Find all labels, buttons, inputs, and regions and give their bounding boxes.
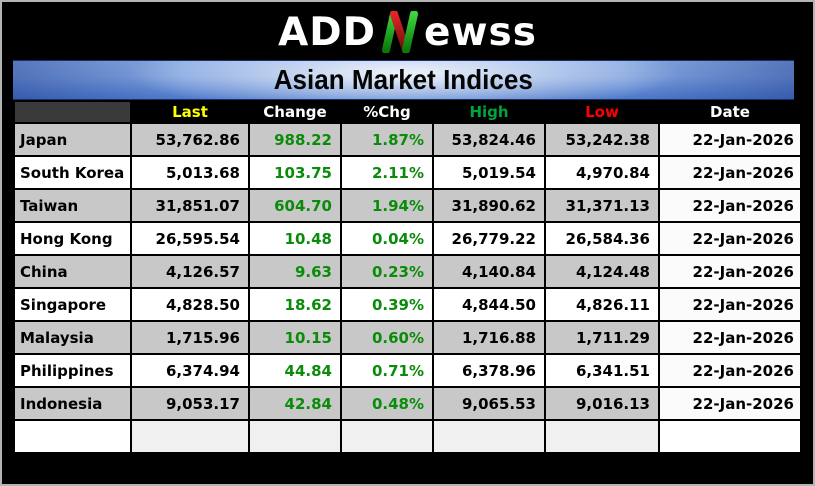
cell-high [434, 421, 544, 452]
cell-date: 22-Jan-2026 [660, 157, 800, 188]
table-row: Hong Kong 26,595.54 10.48 0.04% 26,779.22 26,… [15, 223, 800, 254]
market-table: Last Change %Chg High Low Date Japan 53,762.86… [13, 100, 802, 454]
cell-pct-chg: 0.23% [342, 256, 432, 287]
column-header-last: Last [132, 102, 248, 122]
cell-change [250, 421, 340, 452]
cell-last: 31,851.07 [132, 190, 248, 221]
cell-last: 4,828.50 [132, 289, 248, 320]
cell-name: Indonesia [15, 388, 130, 419]
column-header-date: Date [660, 102, 800, 122]
cell-name [15, 421, 130, 452]
logo: ADD ewss [2, 2, 813, 60]
cell-change: 44.84 [250, 355, 340, 386]
cell-change: 103.75 [250, 157, 340, 188]
cell-high: 31,890.62 [434, 190, 544, 221]
cell-low: 53,242.38 [546, 124, 658, 155]
column-header-pctchg: %Chg [342, 102, 432, 122]
cell-high: 1,716.88 [434, 322, 544, 353]
cell-low: 26,584.36 [546, 223, 658, 254]
cell-last [132, 421, 248, 452]
cell-change: 9.63 [250, 256, 340, 287]
cell-pct-chg: 0.60% [342, 322, 432, 353]
cell-pct-chg: 0.04% [342, 223, 432, 254]
cell-date: 22-Jan-2026 [660, 322, 800, 353]
cell-high: 4,844.50 [434, 289, 544, 320]
cell-low: 4,826.11 [546, 289, 658, 320]
column-header-blank [15, 102, 130, 122]
table-row: Taiwan 31,851.07 604.70 1.94% 31,890.62 31,37… [15, 190, 800, 221]
cell-last: 5,013.68 [132, 157, 248, 188]
cell-low: 6,341.51 [546, 355, 658, 386]
logo-text-add: ADD [278, 9, 376, 55]
cell-change: 988.22 [250, 124, 340, 155]
cell-high: 26,779.22 [434, 223, 544, 254]
table-row: Japan 53,762.86 988.22 1.87% 53,824.46 53,242… [15, 124, 800, 155]
cell-last: 9,053.17 [132, 388, 248, 419]
cell-high: 53,824.46 [434, 124, 544, 155]
cell-name: China [15, 256, 130, 287]
cell-name: Hong Kong [15, 223, 130, 254]
cell-high: 5,019.54 [434, 157, 544, 188]
cell-low: 31,371.13 [546, 190, 658, 221]
cell-change: 10.15 [250, 322, 340, 353]
cell-low: 4,970.84 [546, 157, 658, 188]
cell-last: 53,762.86 [132, 124, 248, 155]
table-row: Philippines 6,374.94 44.84 0.71% 6,378.96 6,3… [15, 355, 800, 386]
table-row: Malaysia 1,715.96 10.15 0.60% 1,716.88 1,711.… [15, 322, 800, 353]
cell-change: 42.84 [250, 388, 340, 419]
cell-last: 1,715.96 [132, 322, 248, 353]
cell-date: 22-Jan-2026 [660, 223, 800, 254]
table-row [15, 421, 800, 452]
table-header-row: Last Change %Chg High Low Date [15, 102, 800, 122]
cell-name: South Korea [15, 157, 130, 188]
cell-pct-chg: 2.11% [342, 157, 432, 188]
cell-date [660, 421, 800, 452]
cell-date: 22-Jan-2026 [660, 289, 800, 320]
cell-change: 10.48 [250, 223, 340, 254]
cell-pct-chg: 1.87% [342, 124, 432, 155]
cell-name: Malaysia [15, 322, 130, 353]
cell-high: 9,065.53 [434, 388, 544, 419]
cell-pct-chg [342, 421, 432, 452]
cell-date: 22-Jan-2026 [660, 190, 800, 221]
page-title: Asian Market Indices [273, 64, 534, 95]
cell-change: 604.70 [250, 190, 340, 221]
cell-last: 6,374.94 [132, 355, 248, 386]
cell-change: 18.62 [250, 289, 340, 320]
title-bar: Asian Market Indices [13, 60, 794, 100]
cell-name: Taiwan [15, 190, 130, 221]
cell-name: Singapore [15, 289, 130, 320]
logo-n-icon [382, 11, 418, 53]
cell-date: 22-Jan-2026 [660, 355, 800, 386]
cell-pct-chg: 1.94% [342, 190, 432, 221]
cell-low: 4,124.48 [546, 256, 658, 287]
cell-date: 22-Jan-2026 [660, 256, 800, 287]
cell-date: 22-Jan-2026 [660, 388, 800, 419]
cell-high: 4,140.84 [434, 256, 544, 287]
table-row: China 4,126.57 9.63 0.23% 4,140.84 4,124.48 22… [15, 256, 800, 287]
cell-date: 22-Jan-2026 [660, 124, 800, 155]
column-header-high: High [434, 102, 544, 122]
cell-low: 1,711.29 [546, 322, 658, 353]
column-header-change: Change [250, 102, 340, 122]
logo-text-ewss: ewss [424, 9, 537, 55]
cell-pct-chg: 0.48% [342, 388, 432, 419]
column-header-low: Low [546, 102, 658, 122]
cell-pct-chg: 0.71% [342, 355, 432, 386]
table-row: Indonesia 9,053.17 42.84 0.48% 9,065.53 9,016… [15, 388, 800, 419]
cell-name: Japan [15, 124, 130, 155]
cell-pct-chg: 0.39% [342, 289, 432, 320]
cell-low [546, 421, 658, 452]
cell-low: 9,016.13 [546, 388, 658, 419]
cell-last: 4,126.57 [132, 256, 248, 287]
cell-name: Philippines [15, 355, 130, 386]
table-row: South Korea 5,013.68 103.75 2.11% 5,019.54 4,… [15, 157, 800, 188]
cell-high: 6,378.96 [434, 355, 544, 386]
cell-last: 26,595.54 [132, 223, 248, 254]
table-row: Singapore 4,828.50 18.62 0.39% 4,844.50 4,826… [15, 289, 800, 320]
